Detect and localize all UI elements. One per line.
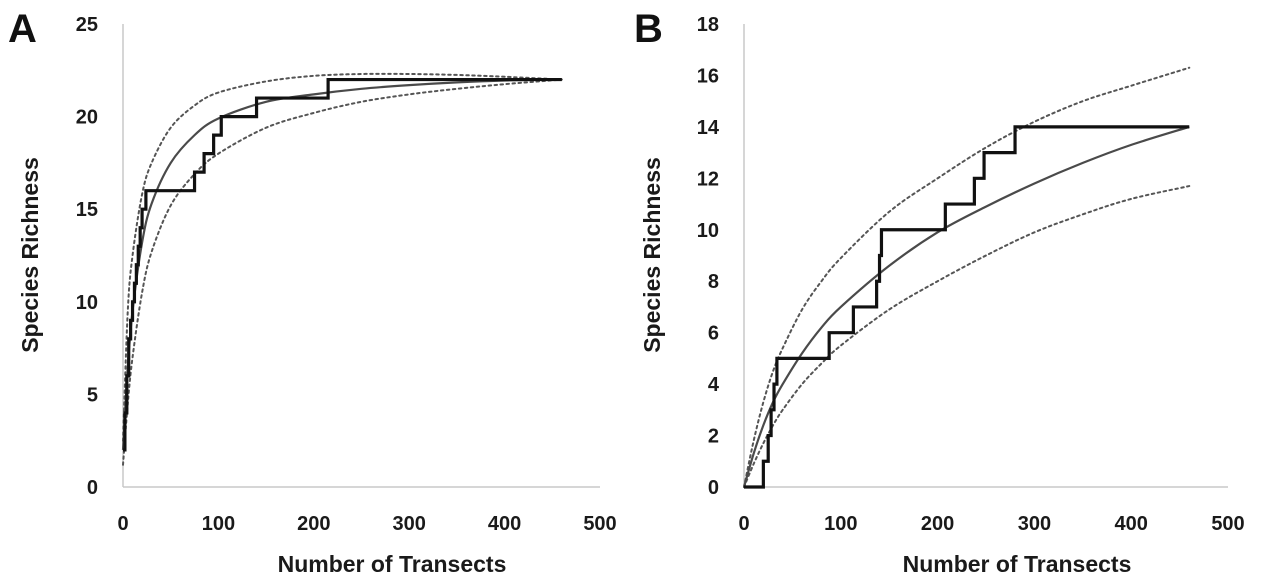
x-tick-label: 300: [393, 513, 426, 535]
x-tick-label: 200: [921, 513, 954, 535]
panel-letter-b: B: [634, 7, 663, 51]
panel-a: A 0 5 10 15 20 25 0 100 200 300 400 500 Number of …: [8, 7, 617, 577]
y-axis-title: Species Richness: [639, 157, 665, 353]
x-tick-label: 400: [488, 513, 521, 535]
lower-ci-line: [743, 185, 1191, 488]
y-tick-label: 15: [76, 199, 98, 221]
y-tick-label: 10: [697, 220, 719, 242]
y-tick-label: 0: [708, 477, 719, 499]
y-tick-label: 6: [708, 323, 719, 345]
x-tick-label: 0: [117, 513, 128, 535]
y-tick-label: 12: [697, 168, 719, 190]
x-tick-label: 500: [1211, 513, 1244, 535]
fitted-line: [121, 78, 562, 451]
upper-ci-line: [122, 72, 563, 442]
y-tick-label: 14: [697, 117, 720, 139]
y-axis-title: Species Richness: [17, 157, 43, 353]
panel-b: B 0 2 4 6 8 10 12 14 16 18 0 100 200 300 400 500 Numbe…: [634, 7, 1245, 577]
y-tick-label: 8: [708, 271, 719, 293]
y-tick-label: 20: [76, 107, 98, 129]
x-axis-title: Number of Transects: [903, 551, 1132, 577]
y-tick-label: 25: [76, 14, 98, 36]
y-tick-label: 0: [87, 477, 98, 499]
y-tick-labels: 0 2 4 6 8 10 12 14 16 18: [697, 14, 720, 499]
upper-ci-line: [743, 66, 1191, 488]
x-tick-labels: 0 100 200 300 400 500: [117, 513, 616, 535]
x-tick-label: 300: [1018, 513, 1051, 535]
observed-line: [123, 77, 562, 452]
x-tick-labels: 0 100 200 300 400 500: [738, 513, 1244, 535]
x-tick-label: 500: [583, 513, 616, 535]
plot-area: [121, 72, 563, 466]
y-tick-label: 4: [708, 374, 720, 396]
x-tick-label: 400: [1115, 513, 1148, 535]
x-tick-label: 100: [202, 513, 235, 535]
observed-line: [744, 125, 1190, 489]
x-tick-label: 200: [297, 513, 330, 535]
x-tick-label: 100: [824, 513, 857, 535]
x-tick-label: 0: [738, 513, 749, 535]
panel-letter-a: A: [8, 7, 37, 51]
y-tick-label: 2: [708, 426, 719, 448]
lower-ci-line: [122, 78, 563, 466]
y-tick-labels: 0 5 10 15 20 25: [76, 14, 98, 499]
fitted-line: [742, 125, 1190, 488]
y-tick-label: 16: [697, 65, 719, 87]
y-tick-label: 5: [87, 384, 98, 406]
y-tick-label: 18: [697, 14, 719, 36]
plot-area: [742, 66, 1191, 489]
x-axis-title: Number of Transects: [278, 551, 507, 577]
y-tick-label: 10: [76, 292, 98, 314]
